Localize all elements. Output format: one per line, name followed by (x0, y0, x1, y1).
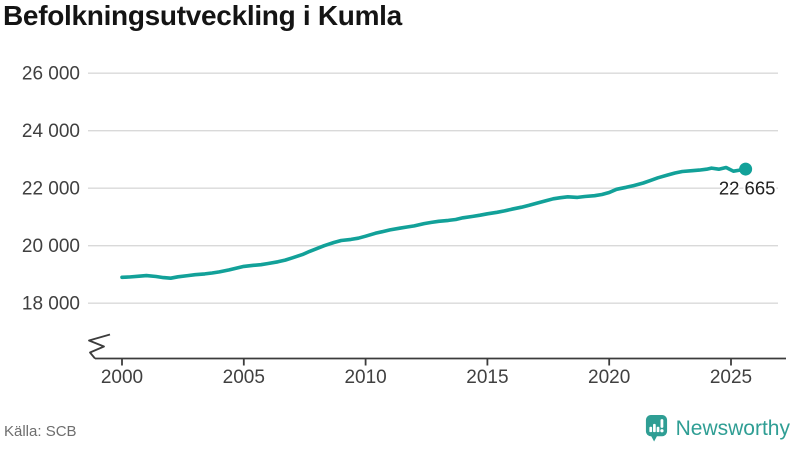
x-tick-label: 2020 (588, 367, 630, 388)
x-tick-label: 2000 (101, 367, 143, 388)
end-point-dot (739, 162, 753, 176)
x-tick-label: 2025 (710, 367, 752, 388)
x-tick-label: 2005 (223, 367, 265, 388)
x-tick-label: 2015 (466, 367, 508, 388)
y-tick-label: 26 000 (22, 64, 80, 85)
source-label: Källa: SCB (4, 423, 77, 440)
series-line (120, 165, 748, 281)
y-tick-label: 24 000 (22, 121, 80, 142)
newsworthy-logo-icon (645, 415, 667, 442)
page-title: Befolkningsutveckling i Kumla (3, 0, 402, 31)
y-tick-label: 22 000 (22, 179, 80, 200)
y-tick-label: 18 000 (22, 294, 80, 315)
x-tick-label: 2010 (344, 367, 386, 388)
newsworthy-logo[interactable]: Newsworthy (644, 414, 790, 443)
y-tick-label: 20 000 (22, 236, 80, 257)
end-point-label: 22 665 (719, 178, 776, 199)
axis-break-icon (88, 333, 111, 360)
newsworthy-logo-text: Newsworthy (675, 416, 790, 440)
